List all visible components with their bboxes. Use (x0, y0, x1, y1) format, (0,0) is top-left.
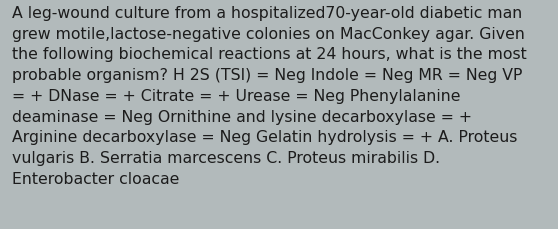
Text: A leg-wound culture from a hospitalized70-year-old diabetic man
grew motile,lact: A leg-wound culture from a hospitalized7… (12, 6, 527, 186)
